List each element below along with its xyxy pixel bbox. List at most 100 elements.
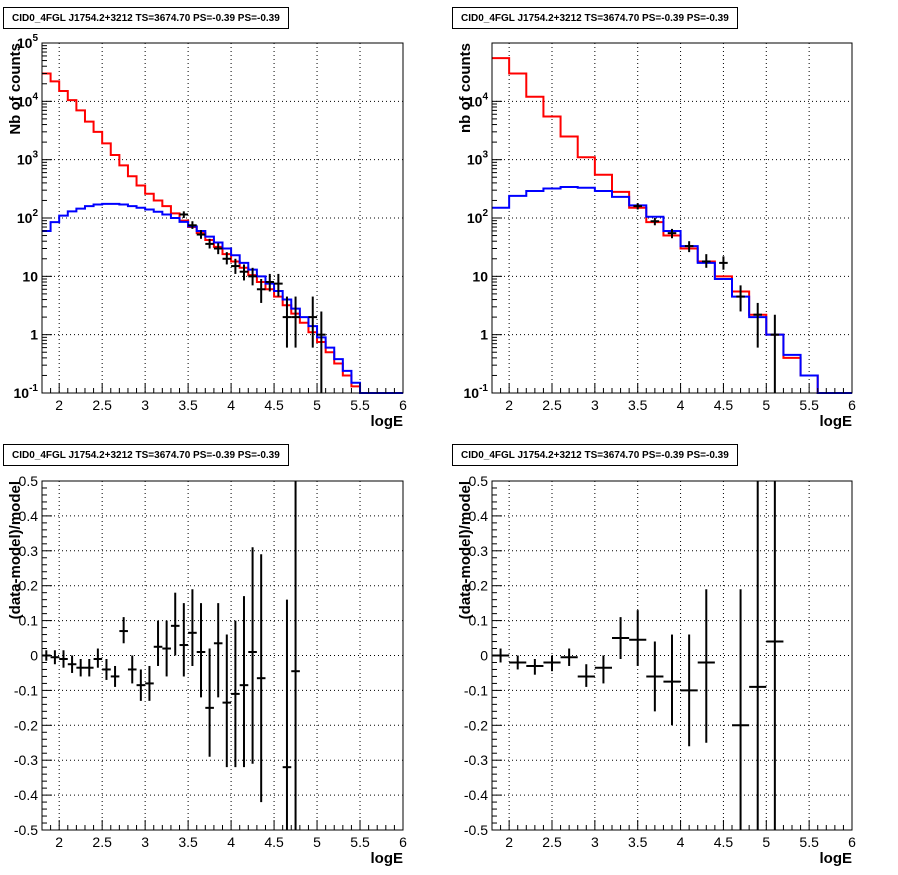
x-tick-label: 2 xyxy=(505,834,513,850)
y-tick-label: 0 xyxy=(30,648,38,664)
x-tick-label: 4 xyxy=(677,834,685,850)
x-tick-label: 5.5 xyxy=(799,834,819,850)
data-point xyxy=(766,481,784,830)
y-tick-label: 0.2 xyxy=(469,578,489,594)
x-tick-label: 3 xyxy=(141,397,149,413)
data-point xyxy=(732,589,750,830)
data-point xyxy=(153,620,163,666)
x-axis-label: logE xyxy=(371,850,404,867)
data-point xyxy=(291,296,300,348)
x-tick-label: 3.5 xyxy=(178,834,198,850)
y-tick-label: 105 xyxy=(17,33,39,51)
y-tick-label: 103 xyxy=(17,150,39,168)
data-point xyxy=(650,218,660,226)
chart-title-top-right: CID0_4FGL J1754.2+3212 TS=3674.70 PS=-0.… xyxy=(452,7,738,29)
data-point xyxy=(196,603,206,698)
data-point xyxy=(205,648,214,757)
y-tick-label: 1 xyxy=(480,327,488,343)
data-point xyxy=(265,273,275,292)
y-tick-label: 0.2 xyxy=(19,578,39,594)
x-tick-label: 4 xyxy=(227,397,235,413)
data-point xyxy=(239,264,249,281)
x-tick-label: 3 xyxy=(591,397,599,413)
y-tick-label-exponent: 4 xyxy=(482,91,488,102)
data-point xyxy=(526,658,544,675)
data-point xyxy=(629,610,647,666)
y-tick-label: 103 xyxy=(467,150,489,168)
x-tick-label: 3.5 xyxy=(178,397,198,413)
x-tick-label: 6 xyxy=(399,397,407,413)
chart-title-top-left: CID0_4FGL J1754.2+3212 TS=3674.70 PS=-0.… xyxy=(3,7,289,29)
x-tick-label: 3 xyxy=(141,834,149,850)
y-tick-label: -0.1 xyxy=(464,682,488,698)
data-point xyxy=(231,620,240,768)
data-point xyxy=(612,617,630,659)
data-point xyxy=(213,243,223,255)
y-tick-label: 102 xyxy=(467,208,489,226)
x-tick-label: 2.5 xyxy=(542,834,562,850)
data-point xyxy=(282,599,292,830)
y-tick-label: 10 xyxy=(22,268,38,284)
x-tick-label: 2.5 xyxy=(542,397,562,413)
data-point xyxy=(170,592,180,656)
x-tick-label: 6 xyxy=(848,397,856,413)
y-tick-label: 0.3 xyxy=(469,543,489,559)
x-tick-label: 4 xyxy=(227,834,235,850)
x-axis-label: logE xyxy=(820,413,853,430)
y-tick-label: 1 xyxy=(30,327,38,343)
data-point xyxy=(213,603,223,698)
y-tick-label: -0.5 xyxy=(14,822,38,838)
y-tick-label-base: 10 xyxy=(464,385,480,401)
series-line-total_model xyxy=(492,57,852,394)
y-tick-label: -0.5 xyxy=(464,822,488,838)
data-point xyxy=(50,650,60,665)
data-point xyxy=(127,655,137,684)
data-point xyxy=(179,603,189,677)
series-line-source_model xyxy=(42,202,403,394)
chart-panel-0: 2 2.5 3 3.5 4 4.5 5 5.5 610-1110102103104105logE… xyxy=(7,33,407,430)
data-point xyxy=(577,664,595,687)
data-point xyxy=(188,221,197,229)
x-tick-label: 3.5 xyxy=(628,834,648,850)
y-tick-label: 0.4 xyxy=(19,508,39,524)
chart-panel-2: 2 2.5 3 3.5 4 4.5 5 5.5 6 -0.5 -0.4 -0.3 -0.2 -0.1 0 0.… xyxy=(7,473,407,867)
data-point xyxy=(256,554,266,803)
data-point xyxy=(282,296,292,348)
data-point xyxy=(196,230,206,239)
y-tick-label-exponent: 3 xyxy=(32,150,38,161)
y-axis-label: (data-model)/model xyxy=(457,481,474,619)
data-point xyxy=(633,203,642,210)
data-point xyxy=(663,634,681,726)
x-tick-label: 5.5 xyxy=(350,397,370,413)
y-tick-label-exponent: 3 xyxy=(482,150,488,161)
y-tick-label: 104 xyxy=(467,91,489,109)
x-tick-label: 5 xyxy=(313,834,321,850)
data-point xyxy=(749,481,767,830)
y-axis-label: nb of counts xyxy=(457,43,474,133)
y-tick-label: 10 xyxy=(472,268,488,284)
data-point xyxy=(136,669,146,701)
y-tick-label: 0.5 xyxy=(19,473,39,489)
y-tick-label-base: 10 xyxy=(17,93,33,109)
y-tick-label: -0.1 xyxy=(14,682,38,698)
data-point xyxy=(76,658,85,677)
x-tick-label: 2 xyxy=(55,397,63,413)
y-tick-label-exponent: 5 xyxy=(32,33,38,44)
y-tick-label: -0.4 xyxy=(464,787,488,803)
y-tick-label: 0.4 xyxy=(469,508,489,524)
data-point xyxy=(119,617,128,644)
data-point xyxy=(719,256,728,270)
y-tick-label: 102 xyxy=(17,208,39,226)
y-tick-label: -0.3 xyxy=(464,752,488,768)
x-tick-label: 6 xyxy=(848,834,856,850)
data-point xyxy=(770,314,780,393)
y-tick-label-exponent: 2 xyxy=(32,208,38,219)
data-point xyxy=(239,596,249,768)
data-point xyxy=(560,648,578,666)
data-point xyxy=(667,228,677,239)
y-tick-label: 10-1 xyxy=(464,383,489,401)
data-point xyxy=(702,254,711,268)
data-point xyxy=(291,481,300,830)
data-point xyxy=(110,665,120,687)
